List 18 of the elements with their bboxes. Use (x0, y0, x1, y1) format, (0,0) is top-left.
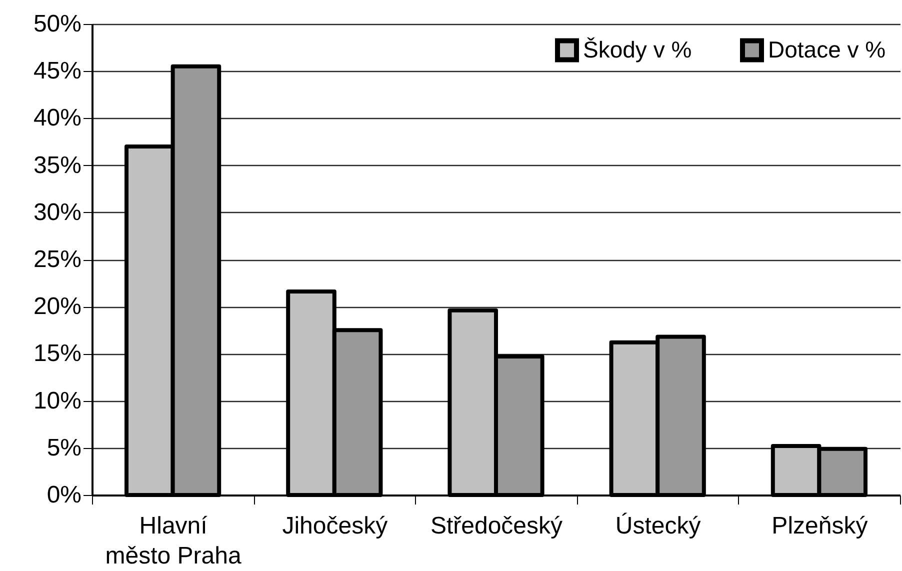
x-tick-label: Ústecký (615, 512, 701, 540)
legend-label: Dotace v % (768, 36, 886, 62)
y-tick-label: 50% (33, 10, 82, 38)
y-tick-label: 25% (33, 246, 82, 273)
x-tick-label: Plzeňský (772, 512, 868, 540)
y-tick-label: 40% (33, 104, 82, 132)
x-tick-label: Středočeský (430, 512, 563, 540)
y-tick-label: 35% (33, 152, 82, 179)
y-tick-label: 10% (33, 387, 82, 414)
x-tick-label: Hlavní město Praha (105, 512, 242, 570)
y-tick-label: 30% (33, 198, 82, 226)
legend-label: Škody v % (583, 36, 692, 62)
x-tick-label: Jihočeský (282, 512, 388, 540)
y-tick-label: 5% (46, 434, 82, 462)
y-tick-label: 0% (46, 482, 82, 508)
y-tick-label: 20% (33, 293, 82, 320)
y-tick-label: 45% (33, 58, 82, 85)
y-tick-label: 15% (33, 340, 82, 368)
